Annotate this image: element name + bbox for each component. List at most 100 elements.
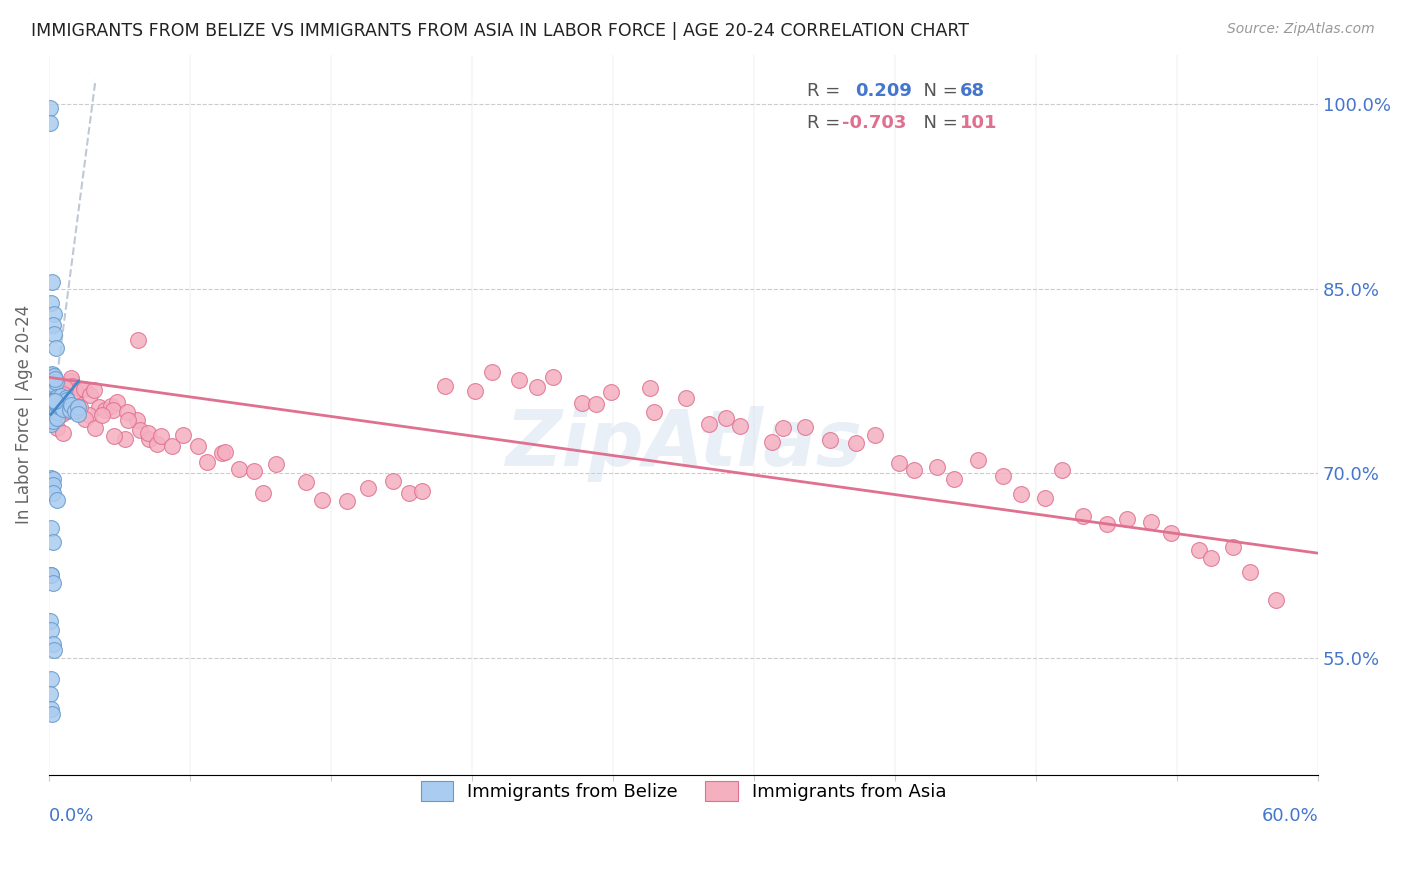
Point xyxy=(55,393,77,408)
Point xyxy=(56,404,79,418)
Point xyxy=(69,400,91,414)
Point xyxy=(42,318,65,332)
Point xyxy=(45,493,67,508)
Point xyxy=(1239,565,1261,579)
Point xyxy=(65,388,87,402)
Point xyxy=(42,414,65,428)
Point xyxy=(925,460,948,475)
Point xyxy=(1095,516,1118,531)
Text: -0.703: -0.703 xyxy=(842,114,907,132)
Point xyxy=(100,399,122,413)
Point xyxy=(526,380,548,394)
Point xyxy=(67,407,90,421)
Point xyxy=(42,637,65,651)
Point xyxy=(46,391,69,405)
Text: N =: N = xyxy=(912,82,969,101)
Point xyxy=(45,421,67,435)
Point xyxy=(138,432,160,446)
Point xyxy=(39,398,62,412)
Point xyxy=(42,535,65,549)
Point xyxy=(66,400,89,414)
Point xyxy=(41,412,63,426)
Point xyxy=(336,493,359,508)
Point xyxy=(149,429,172,443)
Point xyxy=(585,396,607,410)
Point xyxy=(697,417,720,431)
Point xyxy=(51,400,73,414)
Point xyxy=(772,420,794,434)
Point xyxy=(51,389,73,403)
Text: R =: R = xyxy=(807,114,845,132)
Point xyxy=(53,394,76,409)
Point xyxy=(42,378,65,392)
Point xyxy=(53,381,76,395)
Point xyxy=(44,327,66,342)
Point xyxy=(793,420,815,434)
Point xyxy=(49,396,72,410)
Point xyxy=(1071,509,1094,524)
Point xyxy=(42,394,65,409)
Point xyxy=(993,469,1015,483)
Point xyxy=(41,393,63,408)
Point xyxy=(211,445,233,459)
Point xyxy=(39,116,62,130)
Legend: Immigrants from Belize, Immigrants from Asia: Immigrants from Belize, Immigrants from … xyxy=(409,770,957,813)
Point xyxy=(39,101,62,115)
Point xyxy=(38,687,60,701)
Point xyxy=(41,377,63,392)
Text: N =: N = xyxy=(912,114,963,132)
Point xyxy=(845,436,868,450)
Point xyxy=(264,458,287,472)
Point xyxy=(41,471,63,485)
Point xyxy=(42,390,65,404)
Point xyxy=(59,402,82,417)
Point xyxy=(39,702,62,716)
Point xyxy=(60,374,83,388)
Point xyxy=(136,426,159,441)
Point xyxy=(195,455,218,469)
Point xyxy=(39,403,62,417)
Point xyxy=(41,707,63,722)
Point xyxy=(411,483,433,498)
Point xyxy=(46,399,69,413)
Point xyxy=(83,383,105,397)
Point xyxy=(464,384,486,398)
Point xyxy=(252,486,274,500)
Point xyxy=(1187,542,1209,557)
Text: 68: 68 xyxy=(960,82,986,101)
Point xyxy=(42,411,65,425)
Point xyxy=(41,624,63,638)
Point xyxy=(52,401,75,416)
Point xyxy=(887,457,910,471)
Y-axis label: In Labor Force | Age 20-24: In Labor Force | Age 20-24 xyxy=(15,305,32,524)
Point xyxy=(69,383,91,397)
Point xyxy=(55,391,77,405)
Point xyxy=(818,434,841,448)
Point xyxy=(39,417,62,431)
Point xyxy=(73,382,96,396)
Point xyxy=(79,388,101,402)
Point xyxy=(42,368,65,383)
Point xyxy=(716,411,738,425)
Point xyxy=(39,375,62,389)
Point xyxy=(105,395,128,409)
Point xyxy=(49,403,72,417)
Point xyxy=(45,375,67,389)
Point xyxy=(41,472,63,486)
Point xyxy=(214,444,236,458)
Point xyxy=(1201,551,1223,566)
Point xyxy=(51,407,73,421)
Point xyxy=(41,276,63,290)
Point xyxy=(42,409,65,423)
Point xyxy=(48,396,70,410)
Point xyxy=(146,437,169,451)
Point xyxy=(44,400,66,414)
Point xyxy=(243,464,266,478)
Point xyxy=(44,400,66,414)
Point xyxy=(39,387,62,401)
Point xyxy=(46,405,69,419)
Text: 0.0%: 0.0% xyxy=(49,807,94,825)
Point xyxy=(87,400,110,414)
Point xyxy=(187,439,209,453)
Point xyxy=(311,493,333,508)
